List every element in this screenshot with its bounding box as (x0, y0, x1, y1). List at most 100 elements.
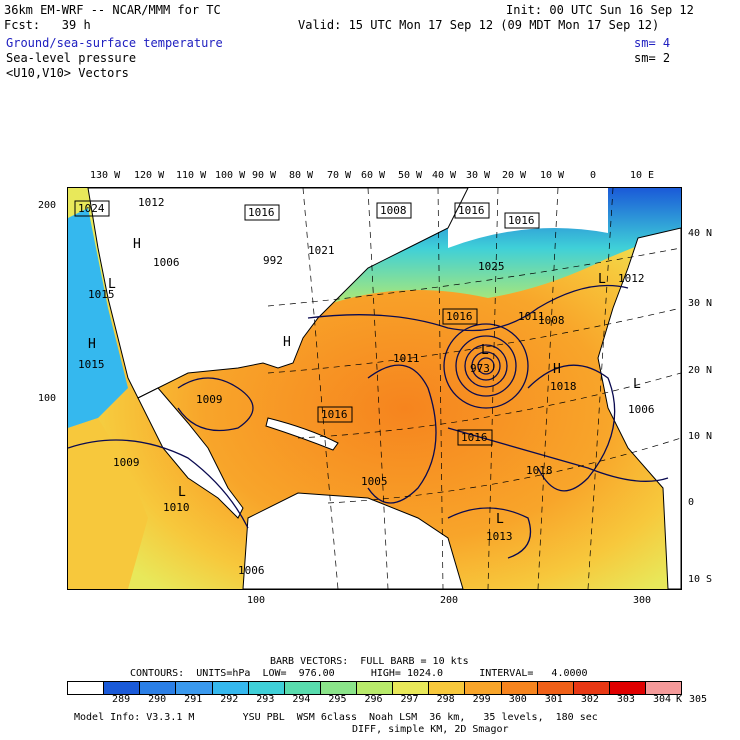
pressure-label: 1010 (163, 501, 190, 514)
model-info: Model Info: V3.3.1 M YSU PBL WSM 6class … (74, 712, 598, 723)
lat-label: 10 S (688, 574, 713, 585)
pressure-label: 1016 (446, 310, 473, 323)
colorbar-swatch (140, 682, 177, 694)
pressure-label: 1009 (113, 456, 140, 469)
high-marker: H (553, 362, 561, 377)
high-marker: H (88, 337, 96, 352)
colorbar-swatch (393, 682, 430, 694)
low-marker: L (633, 377, 641, 392)
high-marker: H (283, 335, 291, 350)
colorbar-tick: 299 (472, 694, 491, 705)
colorbar-tick: 304 (652, 694, 671, 705)
north-america-land (87, 187, 469, 399)
lon-label: 40 W (432, 170, 457, 181)
contour-info: CONTOURS: UNITS=hPa LOW= 976.00 HIGH= 10… (130, 668, 588, 679)
pressure-label: 1016 (461, 431, 488, 444)
colorbar (67, 681, 682, 695)
field-sst: Ground/sea-surface temperature (6, 36, 223, 50)
colorbar-swatch (68, 682, 105, 694)
high-marker: H (133, 237, 141, 252)
lon-label: 30 W (466, 170, 491, 181)
low-marker: L (481, 343, 489, 358)
field-vectors: <U10,V10> Vectors (6, 66, 129, 80)
pressure-box (376, 202, 412, 219)
lon-label: 120 W (134, 170, 165, 181)
colorbar-swatch (465, 682, 502, 694)
lat-label: 20 N (688, 365, 713, 376)
lat-label: 0 (688, 497, 695, 508)
colorbar-unit: K (676, 694, 683, 705)
lat-lon-grid (267, 187, 682, 590)
colorbar-swatch (609, 682, 646, 694)
pressure-label: 1011 (393, 352, 420, 365)
colorbar-tick: 300 (508, 694, 527, 705)
grid-bottom-200: 200 (440, 595, 459, 606)
low-marker: L (496, 512, 504, 527)
pressure-box (454, 202, 490, 219)
pressure-label: 1006 (153, 256, 180, 269)
colorbar-tick: 297 (400, 694, 419, 705)
model-title: 36km EM-WRF -- NCAR/MMM for TC (4, 3, 221, 17)
pressure-box (442, 308, 478, 325)
lat-label: 10 N (688, 431, 713, 442)
pressure-label: 1018 (550, 380, 577, 393)
pressure-box (317, 406, 353, 423)
pressure-label: 1006 (628, 403, 655, 416)
lon-label: 20 W (502, 170, 527, 181)
colorbar-swatch (320, 682, 357, 694)
weather-map: 1024 1012 1016 1008 1016 1016 1021 1015 1006 992 1… (67, 187, 682, 590)
pressure-labels: 1024 1012 1016 1008 1016 1016 1021 1015 1006 992 1… (74, 196, 655, 577)
isobars (67, 284, 669, 559)
lon-label: 50 W (398, 170, 423, 181)
colorbar-tick: 302 (580, 694, 599, 705)
colorbar-swatch (248, 682, 285, 694)
colorbar-swatch (357, 682, 394, 694)
pressure-label: 1006 (238, 564, 265, 577)
lon-label: 80 W (289, 170, 314, 181)
lon-label: 10 W (540, 170, 565, 181)
grid-left-200: 200 (38, 200, 57, 211)
sm-slp: sm= 2 (634, 51, 671, 65)
colorbar-tick: 290 (148, 694, 167, 705)
lon-label: 70 W (327, 170, 352, 181)
pressure-label: 1012 (138, 196, 165, 209)
barb-info: BARB VECTORS: FULL BARB = 10 kts (270, 656, 469, 667)
pressure-label: 1018 (526, 464, 553, 477)
pressure-label: 973 (470, 362, 490, 375)
cuba (265, 417, 339, 451)
colorbar-swatch (284, 682, 321, 694)
low-marker: L (178, 485, 186, 500)
mexico-land (137, 387, 244, 519)
colorbar-swatch (176, 682, 213, 694)
colorbar-tick: 301 (544, 694, 563, 705)
init-time: Init: 00 UTC Sun 16 Sep 12 (506, 3, 694, 17)
grid-bottom-300: 300 (633, 595, 652, 606)
lat-label: 40 N (688, 228, 713, 239)
lat-label: 30 N (688, 298, 713, 309)
pressure-label: 1013 (486, 530, 513, 543)
valid-time: Valid: 15 UTC Mon 17 Sep 12 (09 MDT Mon … (298, 18, 660, 32)
colorbar-swatch (104, 682, 141, 694)
colorbar-labels: 289 290 291 292 293 294 295 296 297 298 299 300 301 3… (67, 694, 707, 706)
field-slp: Sea-level pressure (6, 51, 137, 65)
pressure-label: 1015 (78, 358, 105, 371)
pressure-box (504, 212, 540, 229)
colorbar-swatch (212, 682, 249, 694)
pressure-label: 1011 (518, 310, 545, 323)
pressure-box (74, 200, 110, 217)
pressure-label: 1016 (321, 408, 348, 421)
pressure-label: 1009 (196, 393, 223, 406)
colorbar-tick: 298 (436, 694, 455, 705)
pressure-label: 1016 (508, 214, 535, 227)
lon-label: 0 (590, 170, 597, 181)
lon-label: 60 W (361, 170, 386, 181)
pressure-label: 1005 (361, 475, 388, 488)
pressure-label: 992 (263, 254, 283, 267)
colorbar-tick: 296 (364, 694, 383, 705)
colorbar-swatch (501, 682, 538, 694)
pressure-label: 1025 (478, 260, 505, 273)
low-marker: L (108, 277, 116, 292)
lon-label: 110 W (176, 170, 207, 181)
colorbar-tick: 292 (220, 694, 239, 705)
pressure-label: 1012 (618, 272, 645, 285)
